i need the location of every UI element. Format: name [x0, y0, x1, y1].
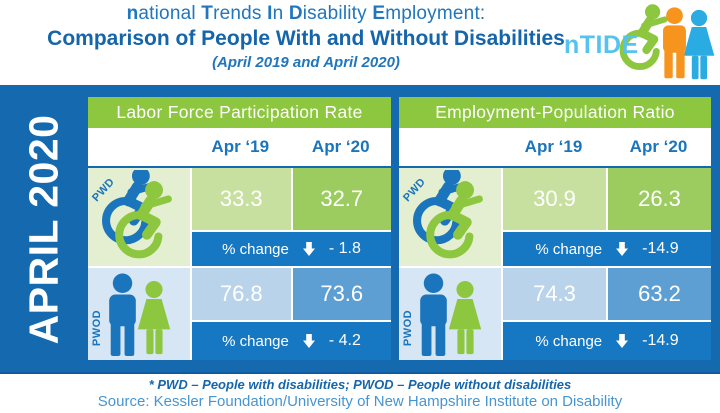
value-pwd-apr20: 26.3	[608, 168, 711, 230]
pwod-icon-cell: PWOD	[399, 268, 501, 360]
value-pwd-apr20: 32.7	[292, 168, 391, 230]
pct-change-value: -14.9	[642, 240, 679, 257]
col-header-apr19: Apr ‘19	[524, 137, 583, 156]
pct-change-label: % change	[535, 332, 603, 350]
down-arrow-icon	[616, 242, 629, 256]
value-pwod-apr19: 74.3	[503, 268, 606, 320]
pct-change-pwod: % change -14.9	[503, 322, 711, 360]
pct-change-label: % change	[535, 240, 603, 258]
page-title: national Trends In Disability Employment…	[126, 3, 486, 24]
title-initial: I	[267, 3, 273, 24]
title-block: national Trends In Disability Employment…	[0, 3, 612, 71]
panel-employment-population: Employment-Population Ratio Apr ‘19 Apr …	[399, 97, 711, 360]
pct-change-value: -14.9	[642, 332, 679, 349]
value-pwod-apr20: 73.6	[292, 268, 391, 320]
couple-icon	[408, 270, 492, 358]
panel-labor-force-participation: Labor Force Participation Rate Apr ‘19 A…	[88, 97, 391, 360]
data-grid: PWD 33.3 32.7 % change - 1.8 PWOD	[88, 168, 391, 360]
value-pwd-apr19: 30.9	[503, 168, 606, 230]
column-headers: Apr ‘19 Apr ‘20	[88, 128, 391, 166]
date-range: (April 2019 and April 2020)	[212, 54, 400, 71]
period-label: APRIL 2020	[20, 114, 67, 345]
panel-title: Employment-Population Ratio	[399, 97, 711, 128]
pct-change-pwod: % change - 4.2	[192, 322, 391, 360]
down-arrow-icon	[616, 334, 629, 348]
pct-change-value: - 4.2	[328, 332, 361, 349]
pwd-icon-cell: PWD	[88, 168, 190, 266]
pct-change-pwd: % change -14.9	[503, 232, 711, 266]
pct-change-label: % change	[222, 240, 289, 258]
footer: * PWD – People with disabilities; PWOD –…	[0, 374, 720, 413]
down-arrow-icon	[302, 242, 315, 256]
pct-change-value: - 1.8	[328, 240, 361, 257]
title-initial: n	[126, 3, 139, 24]
col-header-apr19: Apr ‘19	[211, 137, 270, 156]
pct-change-label: % change	[222, 332, 289, 350]
ntide-logo: nTIDE	[560, 0, 717, 84]
page-subtitle: Comparison of People With and Without Di…	[47, 27, 565, 50]
value-pwd-apr19: 33.3	[192, 168, 291, 230]
abbreviation-note: * PWD – People with disabilities; PWOD –…	[148, 377, 572, 392]
person-icon	[663, 7, 686, 79]
source-credit: Source: Kessler Foundation/University of…	[97, 393, 623, 410]
data-grid: PWD 30.9 26.3 % change -14.9 PWOD	[399, 168, 711, 360]
spacer	[399, 128, 501, 166]
title-initial: E	[372, 3, 386, 24]
pwod-icon-cell: PWOD	[88, 268, 190, 360]
logo-text: nTIDE	[564, 31, 639, 59]
pwd-icon-cell: PWD	[399, 168, 501, 266]
spacer	[88, 128, 190, 166]
couple-icon	[97, 270, 181, 358]
title-initial: D	[288, 3, 303, 24]
column-headers: Apr ‘19 Apr ‘20	[399, 128, 711, 166]
col-header-apr20: Apr ‘20	[311, 137, 370, 156]
title-initial: T	[201, 3, 214, 24]
panel-title: Labor Force Participation Rate	[88, 97, 391, 128]
main-area: APRIL 2020 Labor Force Participation Rat…	[0, 85, 720, 374]
value-pwod-apr19: 76.8	[192, 268, 291, 320]
pct-change-pwd: % change - 1.8	[192, 232, 391, 266]
sidebar: APRIL 2020	[0, 85, 88, 374]
down-arrow-icon	[302, 334, 315, 348]
value-pwod-apr20: 63.2	[608, 268, 711, 320]
header: national Trends In Disability Employment…	[0, 0, 720, 85]
col-header-apr20: Apr ‘20	[629, 137, 688, 156]
